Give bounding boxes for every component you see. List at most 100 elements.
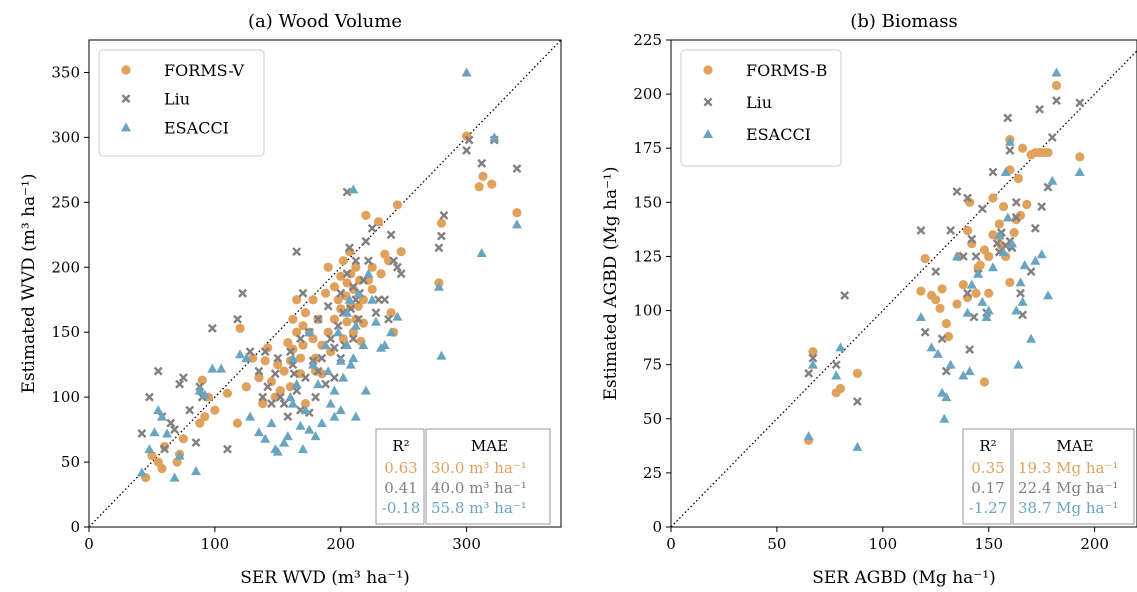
data-point <box>295 420 306 430</box>
data-point <box>975 260 985 270</box>
data-point <box>361 210 371 220</box>
data-point <box>313 366 323 376</box>
y-tick-label: 250 <box>51 193 80 211</box>
data-point <box>962 307 973 317</box>
data-point <box>379 340 390 350</box>
legend-label: FORMS-V <box>164 61 244 80</box>
data-point <box>282 431 293 441</box>
legend-label: Liu <box>164 90 190 109</box>
data-point <box>233 314 242 324</box>
data-point <box>297 444 308 454</box>
data-point <box>358 295 368 305</box>
data-point <box>292 386 302 396</box>
mae-value: 40.0 m³ ha⁻¹ <box>431 479 527 497</box>
data-point <box>840 290 850 300</box>
data-point <box>137 429 147 438</box>
data-point <box>967 234 977 244</box>
data-point <box>310 431 321 441</box>
data-point <box>464 135 474 145</box>
legend-marker <box>121 65 131 75</box>
y-tick-label: 200 <box>633 85 662 103</box>
data-point <box>275 386 285 396</box>
data-point <box>253 427 264 437</box>
data-point <box>320 340 331 350</box>
y-axis-title: Estimated WVD (m³ ha⁻¹) <box>19 173 39 393</box>
series-forms-b <box>804 80 1085 446</box>
data-point <box>373 217 384 227</box>
data-point <box>296 334 305 344</box>
data-point <box>1043 147 1053 158</box>
data-point <box>981 312 992 322</box>
data-point <box>931 267 941 277</box>
data-point <box>941 366 951 376</box>
data-point <box>478 171 488 181</box>
data-point <box>1051 67 1062 77</box>
data-point <box>512 164 522 174</box>
data-point <box>342 269 352 279</box>
data-point <box>937 387 948 397</box>
data-point <box>342 187 352 197</box>
data-point <box>1005 145 1015 155</box>
y-tick-label: 150 <box>633 193 662 211</box>
data-point <box>292 247 302 257</box>
data-point <box>436 350 447 360</box>
data-point <box>952 299 962 309</box>
data-point <box>920 254 930 264</box>
data-point <box>194 385 205 395</box>
y-axis-title: Estimated AGBD (Mg ha⁻¹) <box>601 166 621 400</box>
stats-table: R² MAE 0.63 30.0 m³ ha⁻¹ 0.41 40.0 m³ ha⁻¹ -0.… <box>375 428 551 525</box>
data-point <box>166 418 176 428</box>
data-point <box>348 327 358 337</box>
panel-title: (b) Biomass <box>850 11 957 32</box>
data-point <box>283 412 293 422</box>
data-point <box>831 360 841 370</box>
data-point <box>370 316 381 326</box>
data-point <box>348 334 358 344</box>
data-point <box>301 373 310 383</box>
data-point <box>308 334 318 344</box>
legend-label: ESACCI <box>746 125 811 144</box>
data-point <box>977 296 988 306</box>
y-tick-label: 175 <box>633 139 662 157</box>
data-point <box>333 321 343 331</box>
data-point <box>360 385 371 395</box>
data-point <box>263 382 273 392</box>
data-point <box>939 413 950 423</box>
data-point <box>329 385 340 395</box>
data-point <box>376 269 386 279</box>
data-point <box>998 247 1009 257</box>
data-point <box>392 262 402 272</box>
data-point <box>916 226 926 235</box>
data-point <box>920 327 930 337</box>
data-point <box>336 271 346 281</box>
y-tick-label: 0 <box>652 518 662 536</box>
y-tick-label: 100 <box>633 302 662 320</box>
data-point <box>153 405 164 415</box>
data-point <box>1043 290 1054 300</box>
series-esacci <box>803 67 1085 451</box>
data-point <box>338 372 349 382</box>
y-tick-label: 150 <box>51 323 80 341</box>
x-tick-label: 100 <box>868 535 897 553</box>
r2-value: 0.17 <box>971 479 1004 497</box>
data-point <box>987 262 998 272</box>
data-point <box>298 321 308 331</box>
data-point <box>371 308 381 318</box>
data-point <box>952 187 962 196</box>
data-point <box>935 303 945 313</box>
data-point <box>298 340 308 350</box>
data-point <box>351 314 361 324</box>
data-point <box>254 373 264 383</box>
data-point <box>1037 202 1047 212</box>
series-esacci <box>136 67 522 482</box>
mae-header: MAE <box>471 437 508 455</box>
data-point <box>351 256 361 266</box>
y-tick-label: 125 <box>633 247 662 265</box>
data-point <box>285 382 295 392</box>
mae-value: 19.3 Mg ha⁻¹ <box>1018 459 1118 477</box>
data-point <box>363 268 374 278</box>
data-point <box>988 167 998 177</box>
data-point <box>943 331 954 342</box>
data-point <box>1013 173 1023 184</box>
data-point <box>439 210 449 220</box>
